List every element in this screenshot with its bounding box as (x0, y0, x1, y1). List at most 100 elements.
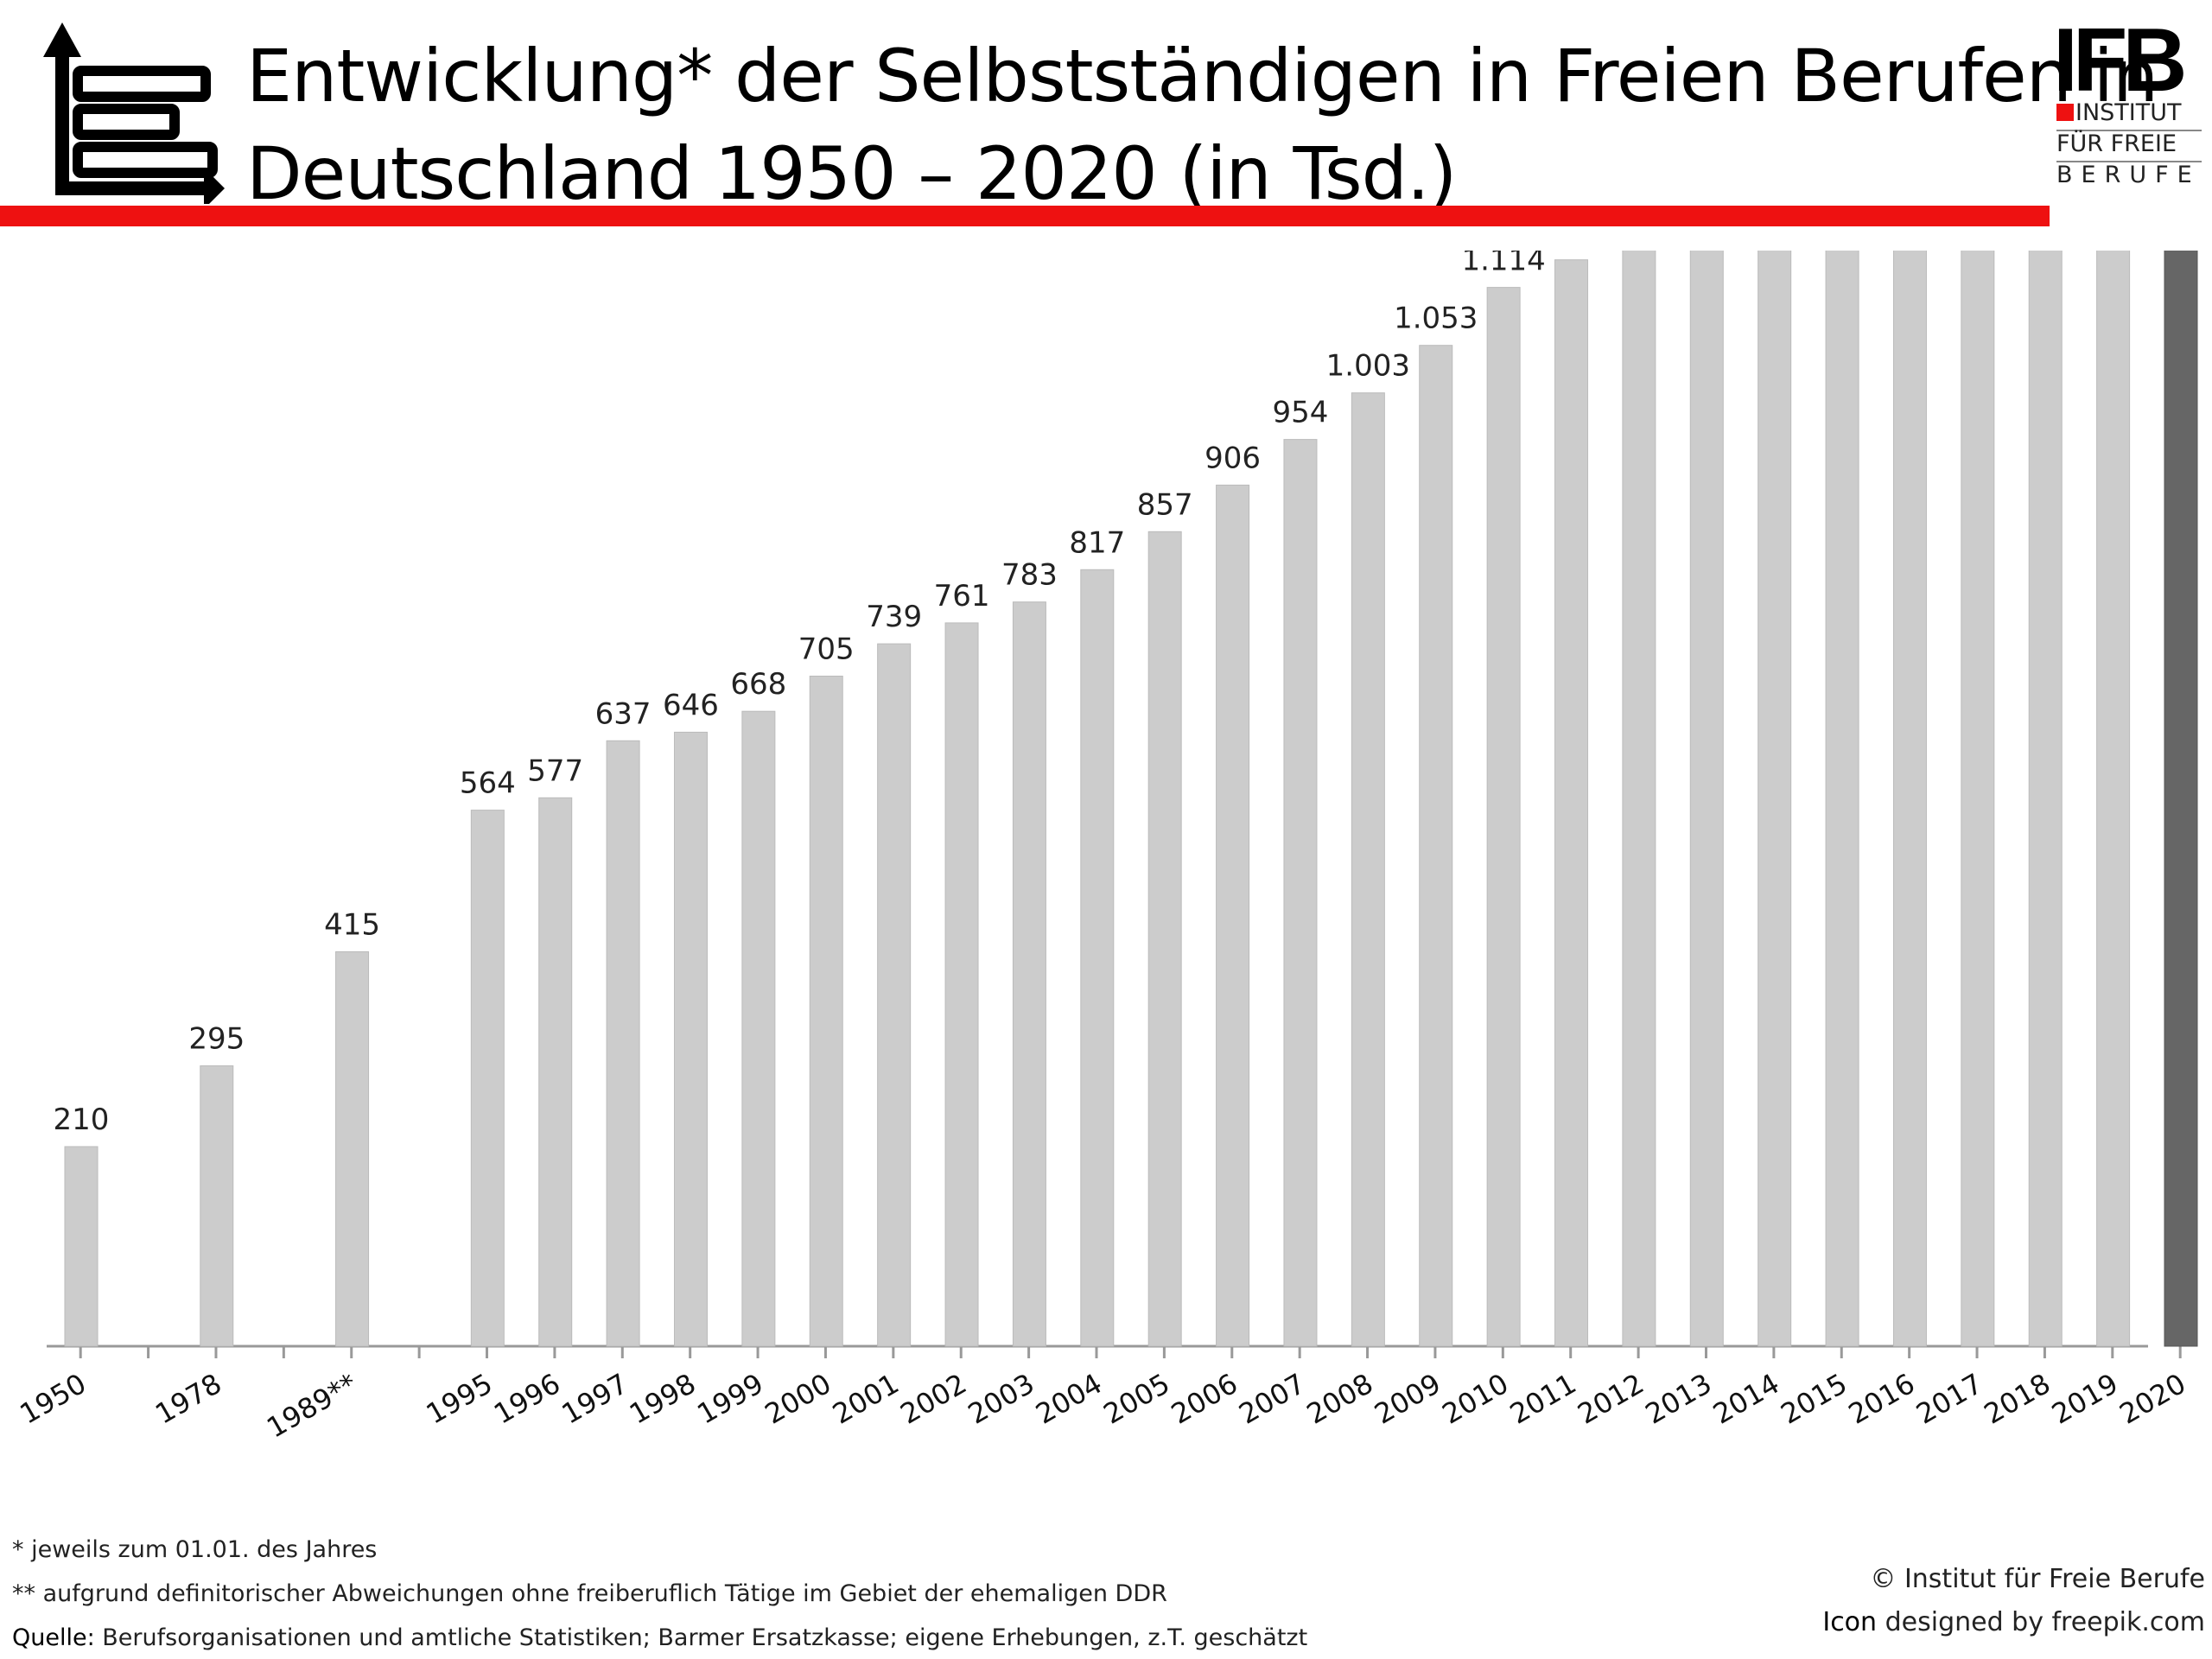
logo-line-3: BERUFE (2056, 162, 2201, 188)
bar (1216, 484, 1250, 1347)
bar (1147, 531, 1182, 1347)
bar (673, 731, 708, 1347)
title-line-1: Entwicklung* der Selbstständigen in Frei… (246, 34, 2158, 118)
bar-value-label: 761 (934, 579, 990, 613)
bar (1622, 251, 1656, 1347)
bar-value-label: 564 (460, 766, 516, 801)
copyright-credit: © Institut für Freie Berufe (1870, 1564, 2205, 1594)
x-tick-label: 2016 (1843, 1367, 1921, 1431)
x-tick-label: 2019 (2046, 1367, 2124, 1431)
bar (1825, 251, 1859, 1347)
x-tick-label: 1999 (691, 1367, 769, 1431)
x-tick-label: 1978 (149, 1367, 227, 1431)
x-tick-label: 2018 (1979, 1367, 2056, 1431)
x-tick-label: 2000 (760, 1367, 837, 1431)
x-tick-label: 2003 (963, 1367, 1040, 1431)
x-tick-label: 2014 (1707, 1367, 1785, 1431)
x-tick-label: 2020 (2113, 1367, 2191, 1431)
footnote-2: ** aufgrund definitorischer Abweichungen… (12, 1580, 1167, 1607)
bar (200, 1065, 234, 1347)
bar (1283, 439, 1318, 1347)
title-underline (0, 206, 2050, 226)
bar (538, 797, 573, 1347)
bar-chart-icon (43, 22, 225, 204)
icon-credit: Icon designed by freepik.com (1822, 1607, 2205, 1637)
source-label: Quelle: (12, 1624, 95, 1651)
bar (64, 1146, 99, 1347)
x-tick-label: 2008 (1301, 1367, 1379, 1431)
x-tick-label: 1998 (624, 1367, 702, 1431)
bar (877, 643, 912, 1347)
logo-rule (2056, 130, 2202, 131)
bar (1892, 251, 1927, 1347)
x-tick-label: 2017 (1910, 1367, 1988, 1431)
bar-value-label: 577 (527, 753, 583, 788)
bar (470, 810, 505, 1347)
x-tick-label: 1989** (261, 1367, 362, 1445)
x-tick-label: 2007 (1233, 1367, 1311, 1431)
bar-value-label: 857 (1137, 487, 1193, 522)
x-tick-label: 2010 (1437, 1367, 1515, 1431)
bar (606, 740, 640, 1347)
bar-value-label: 739 (866, 600, 922, 634)
x-tick-label: 2012 (1572, 1367, 1649, 1431)
bar-value-label: 295 (188, 1022, 245, 1057)
bar (2028, 251, 2063, 1347)
x-tick-label: 2013 (1640, 1367, 1718, 1431)
x-tick-label: 1997 (556, 1367, 634, 1431)
bar (809, 676, 843, 1347)
bar (2096, 251, 2131, 1347)
logo-square-icon (2056, 104, 2074, 121)
bar-value-label: 954 (1273, 396, 1329, 430)
bar (1554, 259, 1589, 1347)
bar-value-label: 646 (663, 688, 719, 722)
x-tick-label: 2004 (1030, 1367, 1108, 1431)
bar (335, 951, 370, 1347)
bar-value-label: 210 (54, 1103, 110, 1137)
bar (1080, 569, 1115, 1347)
x-tick-label: 1995 (421, 1367, 499, 1431)
x-tick-label: 2015 (1776, 1367, 1853, 1431)
bar (1486, 287, 1521, 1347)
x-tick-label: 2009 (1369, 1367, 1446, 1431)
x-tick-label: 2002 (895, 1367, 973, 1431)
bar-value-label: 1.003 (1326, 349, 1410, 384)
bar-value-label: 783 (1001, 558, 1058, 593)
bar (1419, 345, 1453, 1347)
bar-value-label: 906 (1205, 441, 1261, 475)
icon-credit-label: Icon (1822, 1607, 1878, 1637)
page-title: Entwicklung* der Selbstständigen in Frei… (246, 28, 2158, 223)
bar (1961, 251, 1995, 1347)
bar-value-label: 705 (798, 632, 855, 667)
source-text: Berufsorganisationen und amtliche Statis… (94, 1624, 1308, 1651)
title-line-2: Deutschland 1950 – 2020 (in Tsd.) (246, 131, 1457, 216)
x-tick-label: 2001 (827, 1367, 905, 1431)
bar (1351, 392, 1385, 1347)
bar-chart: 210 1950 295 1978 415 1989** 564 1995 577 1996 637… (14, 251, 2198, 1445)
x-tick-label: 2011 (1504, 1367, 1582, 1431)
x-tick-label: 2006 (1166, 1367, 1243, 1431)
bar-value-label: 1.053 (1394, 302, 1478, 336)
logo-mark: IFB (2053, 10, 2188, 111)
bar (741, 710, 776, 1347)
logo-line-1: INSTITUT (2075, 99, 2182, 126)
x-tick-label: 2005 (1098, 1367, 1176, 1431)
source-note: Quelle: Berufsorganisationen und amtlich… (12, 1624, 1307, 1651)
bar-value-label: 637 (595, 696, 652, 731)
bar (1689, 251, 1724, 1347)
x-tick-label: 1996 (488, 1367, 566, 1431)
x-tick-label: 1950 (14, 1367, 92, 1431)
icon-credit-text: designed by freepik.com (1877, 1607, 2205, 1637)
bar (1758, 251, 1792, 1347)
logo-rule (2056, 161, 2202, 162)
footnote-1: * jeweils zum 01.01. des Jahres (12, 1536, 378, 1563)
ifb-logo: IFB INSTITUT FÜR FREIE BERUFE (2053, 10, 2209, 199)
bar (2164, 251, 2198, 1347)
bar-value-label: 817 (1069, 525, 1125, 560)
bar (1012, 601, 1046, 1347)
logo-line-2: FÜR FREIE (2056, 130, 2177, 157)
bar-value-label: 1.114 (1461, 251, 1545, 278)
bar (944, 622, 979, 1347)
bar-value-label: 415 (324, 908, 380, 943)
bar-value-label: 668 (730, 667, 786, 702)
